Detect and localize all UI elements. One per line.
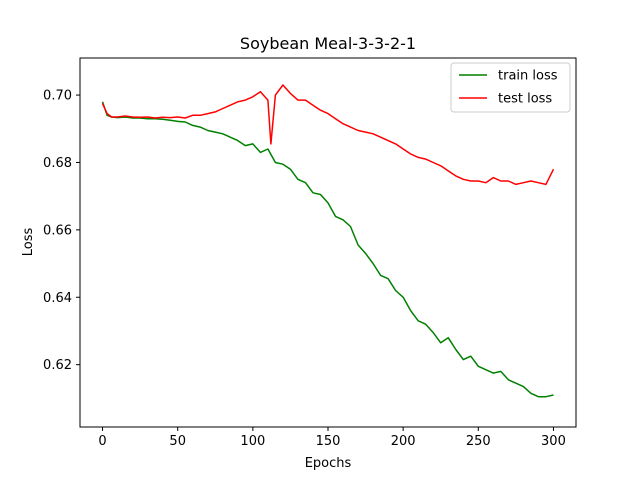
x-tick-label: 250 [466, 434, 491, 449]
legend-label: test loss [498, 92, 552, 107]
x-tick-label: 100 [240, 434, 265, 449]
x-tick-label: 300 [541, 434, 566, 449]
y-tick-label: 0.62 [43, 358, 72, 373]
y-tick-label: 0.68 [43, 156, 72, 171]
x-tick-label: 50 [169, 434, 186, 449]
y-axis: 0.62 0.64 0.66 0.68 0.70 [43, 89, 80, 373]
y-tick-label: 0.66 [43, 223, 72, 238]
series-line-test-loss [101, 84, 555, 186]
y-tick-label: 0.64 [43, 291, 72, 306]
chart-title: Soybean Meal-3-3-2-1 [240, 34, 416, 53]
x-tick-label: 150 [316, 434, 341, 449]
x-tick-label: 200 [391, 434, 416, 449]
x-axis: 0 50 100 150 200 250 300 [98, 427, 566, 449]
legend: train loss test loss [450, 62, 571, 113]
plot-series [101, 84, 555, 398]
x-tick-label: 0 [98, 434, 106, 449]
series-line-train-loss [101, 101, 554, 398]
legend-label: train loss [498, 69, 558, 84]
y-tick-label: 0.70 [43, 89, 72, 104]
y-axis-label: Loss [21, 228, 36, 257]
x-axis-label: Epochs [305, 456, 352, 471]
